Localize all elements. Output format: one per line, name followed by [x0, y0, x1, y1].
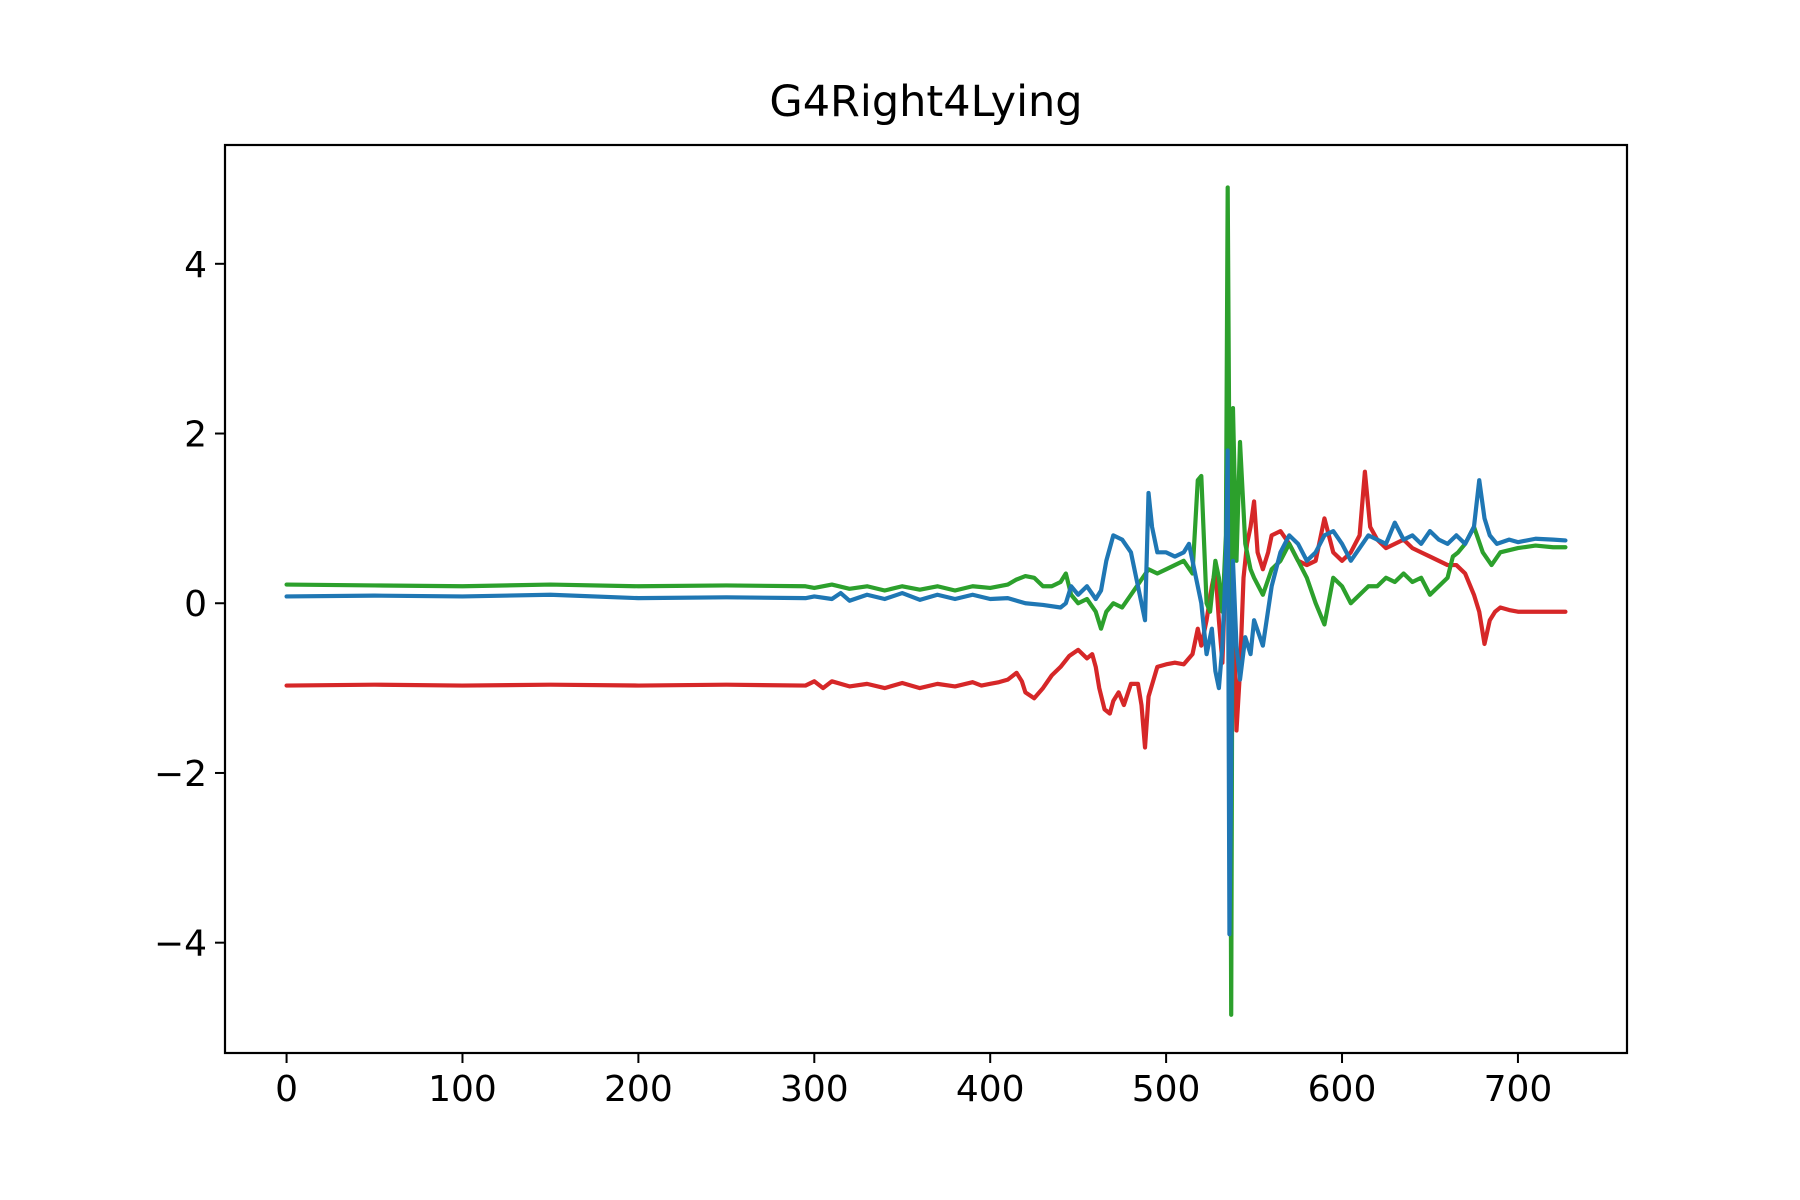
- x-tick-label: 100: [428, 1069, 497, 1110]
- y-axis: −4 −2 0 2 4: [154, 245, 225, 965]
- y-tick-label: 4: [184, 245, 207, 286]
- y-tick-label: 0: [184, 584, 207, 625]
- series-layer: [284, 185, 1568, 1017]
- chart-title: G4Right4Lying: [769, 77, 1082, 127]
- plot-frame: [223, 143, 1629, 1055]
- y-tick-label: −2: [154, 754, 207, 795]
- y-tick-label: 2: [184, 415, 207, 456]
- x-tick-label: 400: [956, 1069, 1025, 1110]
- series-line-1: [284, 321, 1568, 750]
- x-tick-label: 500: [1132, 1069, 1201, 1110]
- x-axis: 0 100 200 300 400 500 600 700: [275, 1053, 1552, 1110]
- series-line-2: [284, 185, 1568, 1017]
- x-tick-label: 600: [1308, 1069, 1377, 1110]
- series-line-3: [284, 448, 1568, 937]
- y-tick-label: −4: [154, 924, 207, 965]
- x-tick-label: 700: [1484, 1069, 1553, 1110]
- x-tick-label: 200: [604, 1069, 673, 1110]
- x-tick-label: 0: [275, 1069, 298, 1110]
- x-tick-label: 300: [780, 1069, 849, 1110]
